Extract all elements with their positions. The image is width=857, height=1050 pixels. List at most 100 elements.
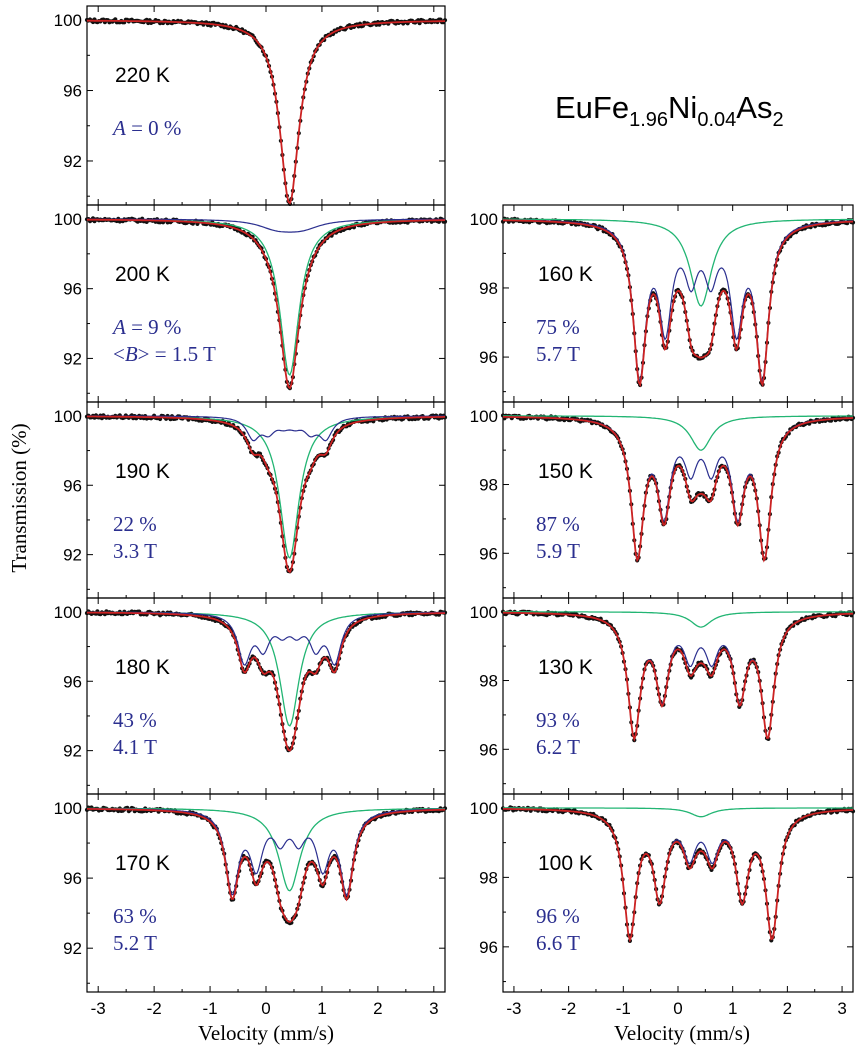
annotation-label: 5.9 T: [536, 539, 580, 563]
annotation-label: A = 0 %: [111, 116, 181, 140]
y-tick-label: 92: [63, 742, 82, 761]
panel-frame: [86, 597, 446, 795]
y-tick-label: 92: [63, 939, 82, 958]
panel-frame: [86, 793, 446, 993]
compound-part-end: As: [736, 90, 772, 125]
annotation-label: 6.2 T: [536, 735, 580, 759]
paramagnetic-component-line: [503, 807, 853, 818]
y-tick-label: 96: [479, 938, 498, 957]
annotation-text: 96 %: [536, 904, 580, 928]
annotation-text: = 0 %: [126, 116, 182, 140]
x-tick-label: -3: [506, 999, 521, 1018]
panel-200K: 100 96 92 200 K A = 9 % <B> = 1.5 T: [54, 204, 448, 403]
x-tick-label: -2: [147, 999, 162, 1018]
annotation-label: 75 %: [536, 315, 580, 339]
x-tick-label: 1: [317, 999, 326, 1018]
compound-formula: EuFe1.96Ni0.04As2: [555, 90, 784, 131]
y-tick-label: 96: [63, 672, 82, 691]
annotation-label: 96 %: [536, 904, 580, 928]
annotation-variable: B: [125, 342, 138, 366]
annotation-text: 3.3 T: [113, 539, 157, 563]
panel-frame: [502, 401, 854, 599]
x-axis-title-left: Velocity (mm/s): [198, 1021, 334, 1045]
magnetic-component-line: [502, 416, 853, 561]
panel-220K: 100 96 92 220 K A = 0 %: [54, 5, 448, 206]
panel-190K: 100 96 92 190 K 22 % 3.3 T: [54, 401, 448, 599]
annotation-text: 87 %: [536, 512, 580, 536]
panel-frame: [502, 793, 854, 993]
annotation-label: 93 %: [536, 708, 580, 732]
fit-line: [503, 611, 853, 742]
y-tick-label: 100: [470, 603, 498, 622]
annotation-prefix: <: [113, 342, 125, 366]
panel-180K: 100 96 92 180 K 43 % 4.1 T: [54, 597, 448, 795]
fit-line: [87, 808, 445, 923]
y-tick-label: 96: [479, 544, 498, 563]
annotation-label: 3.3 T: [113, 539, 157, 563]
temperature-label: 190 K: [115, 460, 170, 483]
annotation-label: 22 %: [113, 512, 157, 536]
temperature-label: 160 K: [538, 263, 593, 286]
x-tick-label: -1: [616, 999, 631, 1018]
panel-frame: [86, 204, 446, 403]
annotation-text: 43 %: [113, 708, 157, 732]
fit-line: [503, 416, 854, 563]
fit-line: [503, 219, 853, 388]
annotation-text: 63 %: [113, 904, 157, 928]
y-tick-label: 98: [479, 279, 498, 298]
temperature-label: 170 K: [115, 852, 170, 875]
x-tick-label: 0: [673, 999, 682, 1018]
fit-line: [503, 808, 853, 943]
temperature-label: 100 K: [538, 852, 593, 875]
y-tick-label: 100: [54, 407, 82, 426]
y-tick-label: 100: [54, 799, 82, 818]
panel-150K: 100 98 96 150 K 87 % 5.9 T: [470, 401, 856, 599]
temperature-label: 200 K: [115, 263, 170, 286]
annotation-variable: A: [111, 116, 126, 140]
magnetic-component-line: [87, 218, 445, 233]
y-tick-label: 100: [470, 210, 498, 229]
panel-frame: [86, 5, 446, 206]
y-tick-label: 92: [63, 152, 82, 171]
annotation-text: 6.2 T: [536, 735, 580, 759]
y-tick-label: 100: [54, 603, 82, 622]
annotation-label: 4.1 T: [113, 735, 157, 759]
temperature-label: 130 K: [538, 656, 593, 679]
temperature-label: 220 K: [115, 64, 170, 87]
x-tick-label: 0: [261, 999, 270, 1018]
panel-frame: [502, 204, 854, 403]
panel-frame: [86, 401, 446, 599]
paramagnetic-component-line: [87, 415, 445, 559]
compound-sub-3: 2: [772, 109, 783, 131]
annotation-label: A = 9 %: [111, 315, 181, 339]
panel-170K: 100 96 92 -3 -2 -1 0 1 2 3 170 K 63 % 5.2 T: [54, 793, 448, 1018]
compound-part-mid: Ni: [668, 90, 697, 125]
annotation-text: 22 %: [113, 512, 157, 536]
annotation-label: 5.2 T: [113, 931, 157, 955]
x-tick-label: 1: [728, 999, 737, 1018]
temperature-label: 180 K: [115, 656, 170, 679]
x-tick-label: 2: [373, 999, 382, 1018]
y-tick-label: 98: [479, 476, 498, 495]
y-tick-label: 100: [54, 210, 82, 229]
y-tick-label: 100: [470, 407, 498, 426]
annotation-text: 4.1 T: [113, 735, 157, 759]
fit-line: [87, 218, 446, 390]
annotation-label: 43 %: [113, 708, 157, 732]
y-tick-label: 96: [479, 348, 498, 367]
fit-line: [87, 415, 445, 574]
y-tick-label: 96: [63, 280, 82, 299]
annotation-label: 87 %: [536, 512, 580, 536]
y-tick-label: 92: [63, 349, 82, 368]
panel-100K: 100 98 96 -3 -2 -1 0 1 2 3 100 K 96 % 6.6 T: [470, 793, 856, 1018]
annotation-label: 5.7 T: [536, 342, 580, 366]
panel-130K: 100 98 96 130 K 93 % 6.2 T: [470, 597, 856, 795]
y-axis-title: Transmission (%): [7, 423, 31, 572]
annotation-text: > = 1.5 T: [138, 342, 216, 366]
y-tick-label: 92: [63, 546, 82, 565]
x-tick-label: -1: [203, 999, 218, 1018]
compound-sub-2: 0.04: [697, 109, 736, 131]
y-tick-label: 98: [479, 868, 498, 887]
